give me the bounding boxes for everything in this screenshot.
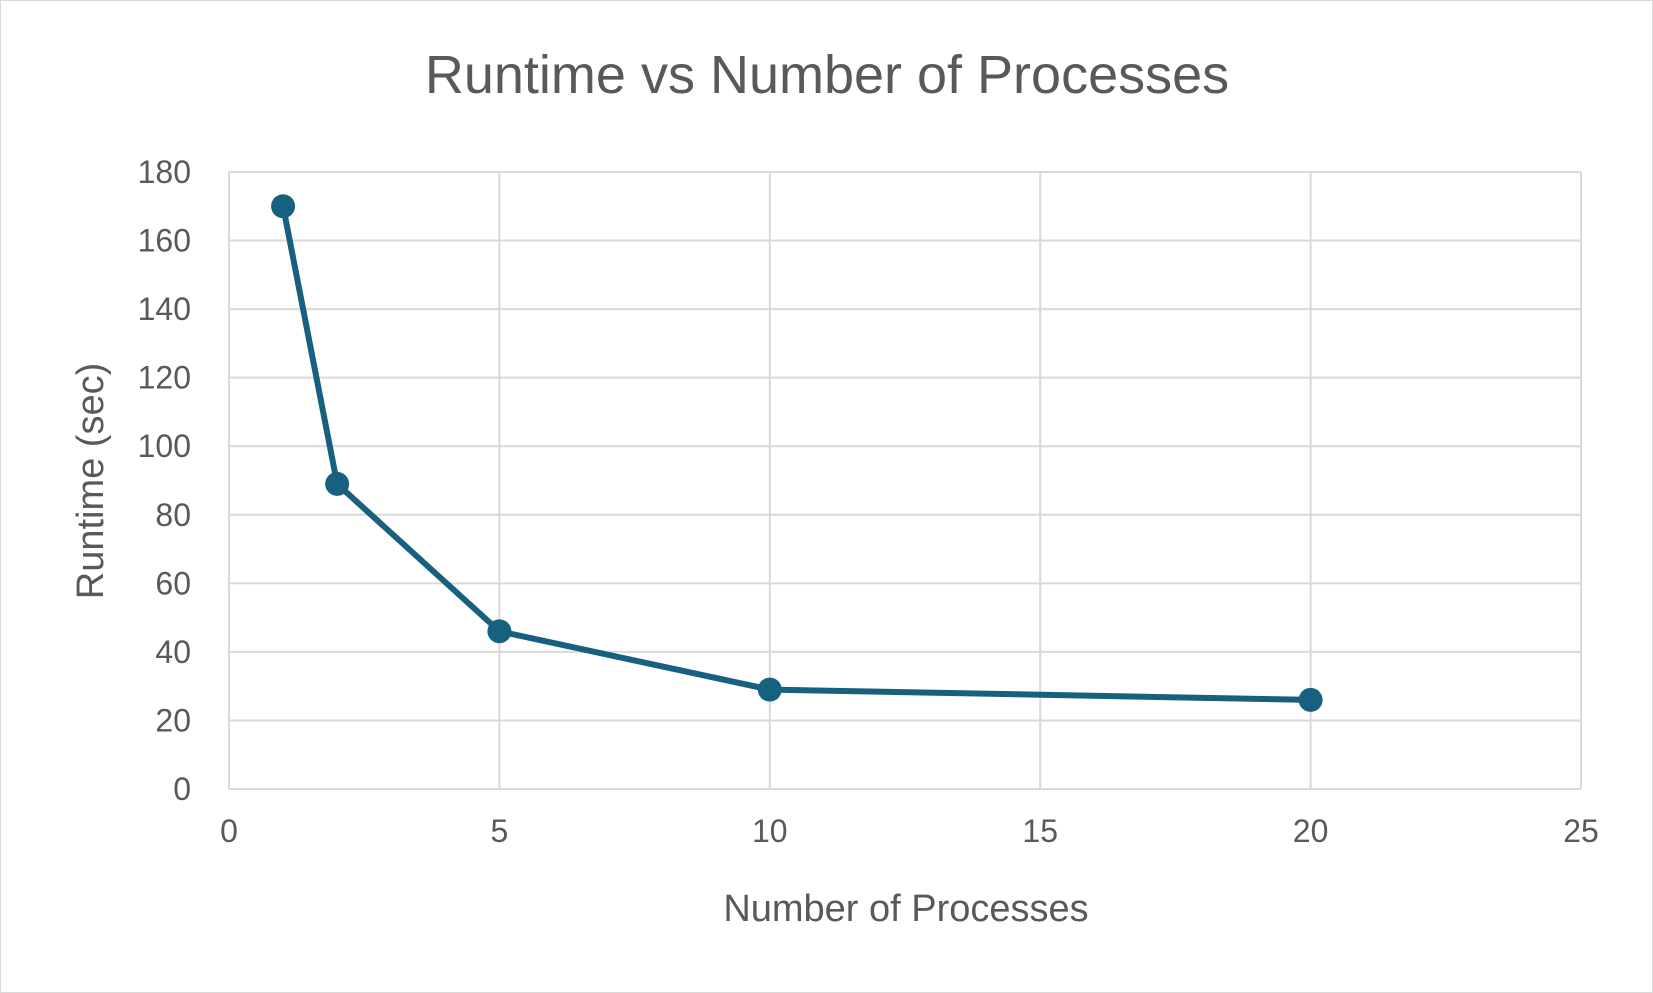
data-point — [487, 619, 512, 644]
y-axis-title: Runtime (sec) — [70, 363, 112, 600]
y-tick-label: 180 — [138, 154, 191, 190]
x-axis-title: Number of Processes — [723, 888, 1088, 930]
data-point — [1298, 687, 1323, 712]
y-tick-label: 160 — [138, 223, 191, 259]
gridlines — [228, 171, 1582, 790]
data-point — [757, 677, 782, 702]
y-tick-label: 120 — [138, 360, 191, 396]
x-tick-label: 5 — [491, 813, 509, 849]
y-tick-label: 60 — [155, 565, 191, 601]
y-axis-ticks: 0 20 40 60 80 100 120 140 160 180 — [138, 154, 191, 807]
x-tick-label: 15 — [1022, 813, 1058, 849]
x-tick-label: 20 — [1293, 813, 1329, 849]
x-tick-label: 25 — [1563, 813, 1599, 849]
data-point — [271, 194, 296, 219]
y-tick-label: 20 — [155, 702, 191, 738]
x-tick-label: 0 — [220, 813, 238, 849]
x-tick-label: 10 — [752, 813, 788, 849]
y-tick-label: 80 — [155, 497, 191, 533]
series-line — [280, 203, 1314, 703]
chart-title: Runtime vs Number of Processes — [425, 45, 1229, 105]
series-group — [271, 194, 1323, 712]
y-tick-label: 100 — [138, 428, 191, 464]
data-point — [325, 471, 350, 496]
y-tick-label: 0 — [173, 771, 191, 807]
x-axis-ticks: 0 5 10 15 20 25 — [220, 813, 1599, 849]
y-tick-label: 140 — [138, 291, 191, 327]
y-tick-label: 40 — [155, 634, 191, 670]
